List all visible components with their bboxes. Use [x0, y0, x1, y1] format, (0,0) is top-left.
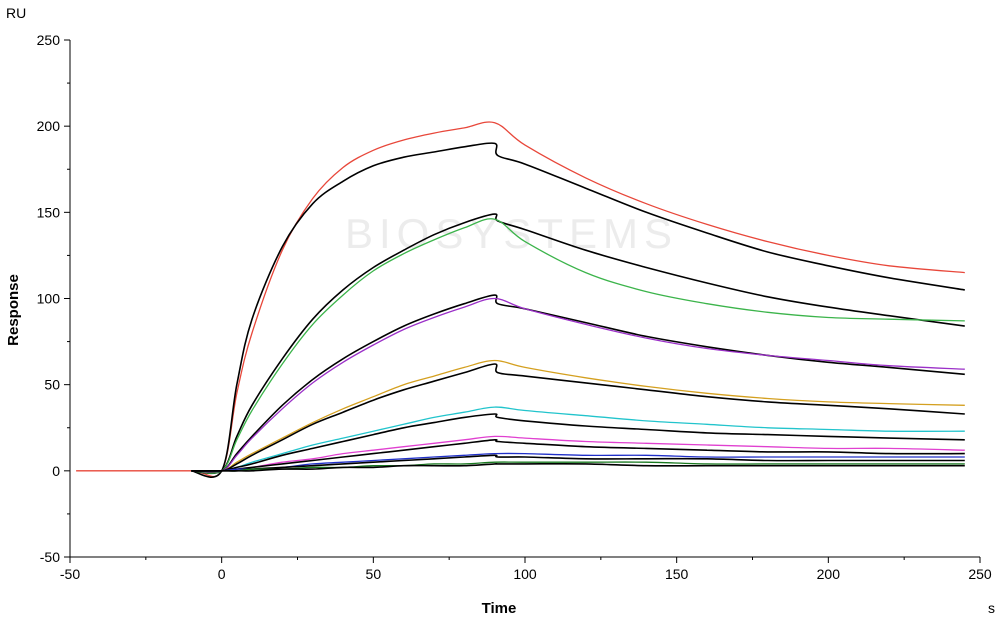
y-tick-label: 0 — [52, 463, 60, 479]
series-line-9 — [191, 406, 965, 472]
y-axis-title: Response — [5, 274, 22, 346]
x-tick-label: 0 — [218, 566, 226, 582]
series-line-12 — [191, 438, 965, 472]
series-line-7 — [191, 359, 965, 473]
series-line-6 — [191, 297, 965, 473]
series-line-8 — [191, 363, 965, 473]
series-group — [76, 121, 965, 478]
y-tick-label: 50 — [44, 377, 60, 393]
series-line-4 — [191, 218, 965, 474]
series-line-2 — [191, 142, 965, 478]
series-line-16 — [191, 463, 965, 472]
x-tick-label: -50 — [60, 566, 80, 582]
x-tick-label: 150 — [665, 566, 689, 582]
x-tick-label: 200 — [817, 566, 841, 582]
series-line-3 — [191, 213, 965, 475]
axes: -50 0 50 100 150 200 250 -50 0 50 100 150 200 250 — [37, 32, 992, 582]
x-tick-label: 50 — [366, 566, 382, 582]
watermark-text: BIOSYSTEMS — [345, 210, 678, 257]
series-line-15 — [191, 461, 965, 472]
x-axis-title: Time — [482, 600, 517, 617]
x-unit-label: s — [988, 600, 995, 616]
x-tick-label: 100 — [513, 566, 537, 582]
y-tick-label: 200 — [37, 118, 61, 134]
y-tick-label: 150 — [37, 204, 61, 220]
y-tick-label: 250 — [37, 32, 61, 48]
series-line-10 — [191, 413, 965, 472]
y-tick-label: -50 — [40, 549, 60, 565]
y-tick-label: 100 — [37, 291, 61, 307]
x-tick-label: 250 — [968, 566, 992, 582]
y-unit-label: RU — [6, 5, 26, 21]
